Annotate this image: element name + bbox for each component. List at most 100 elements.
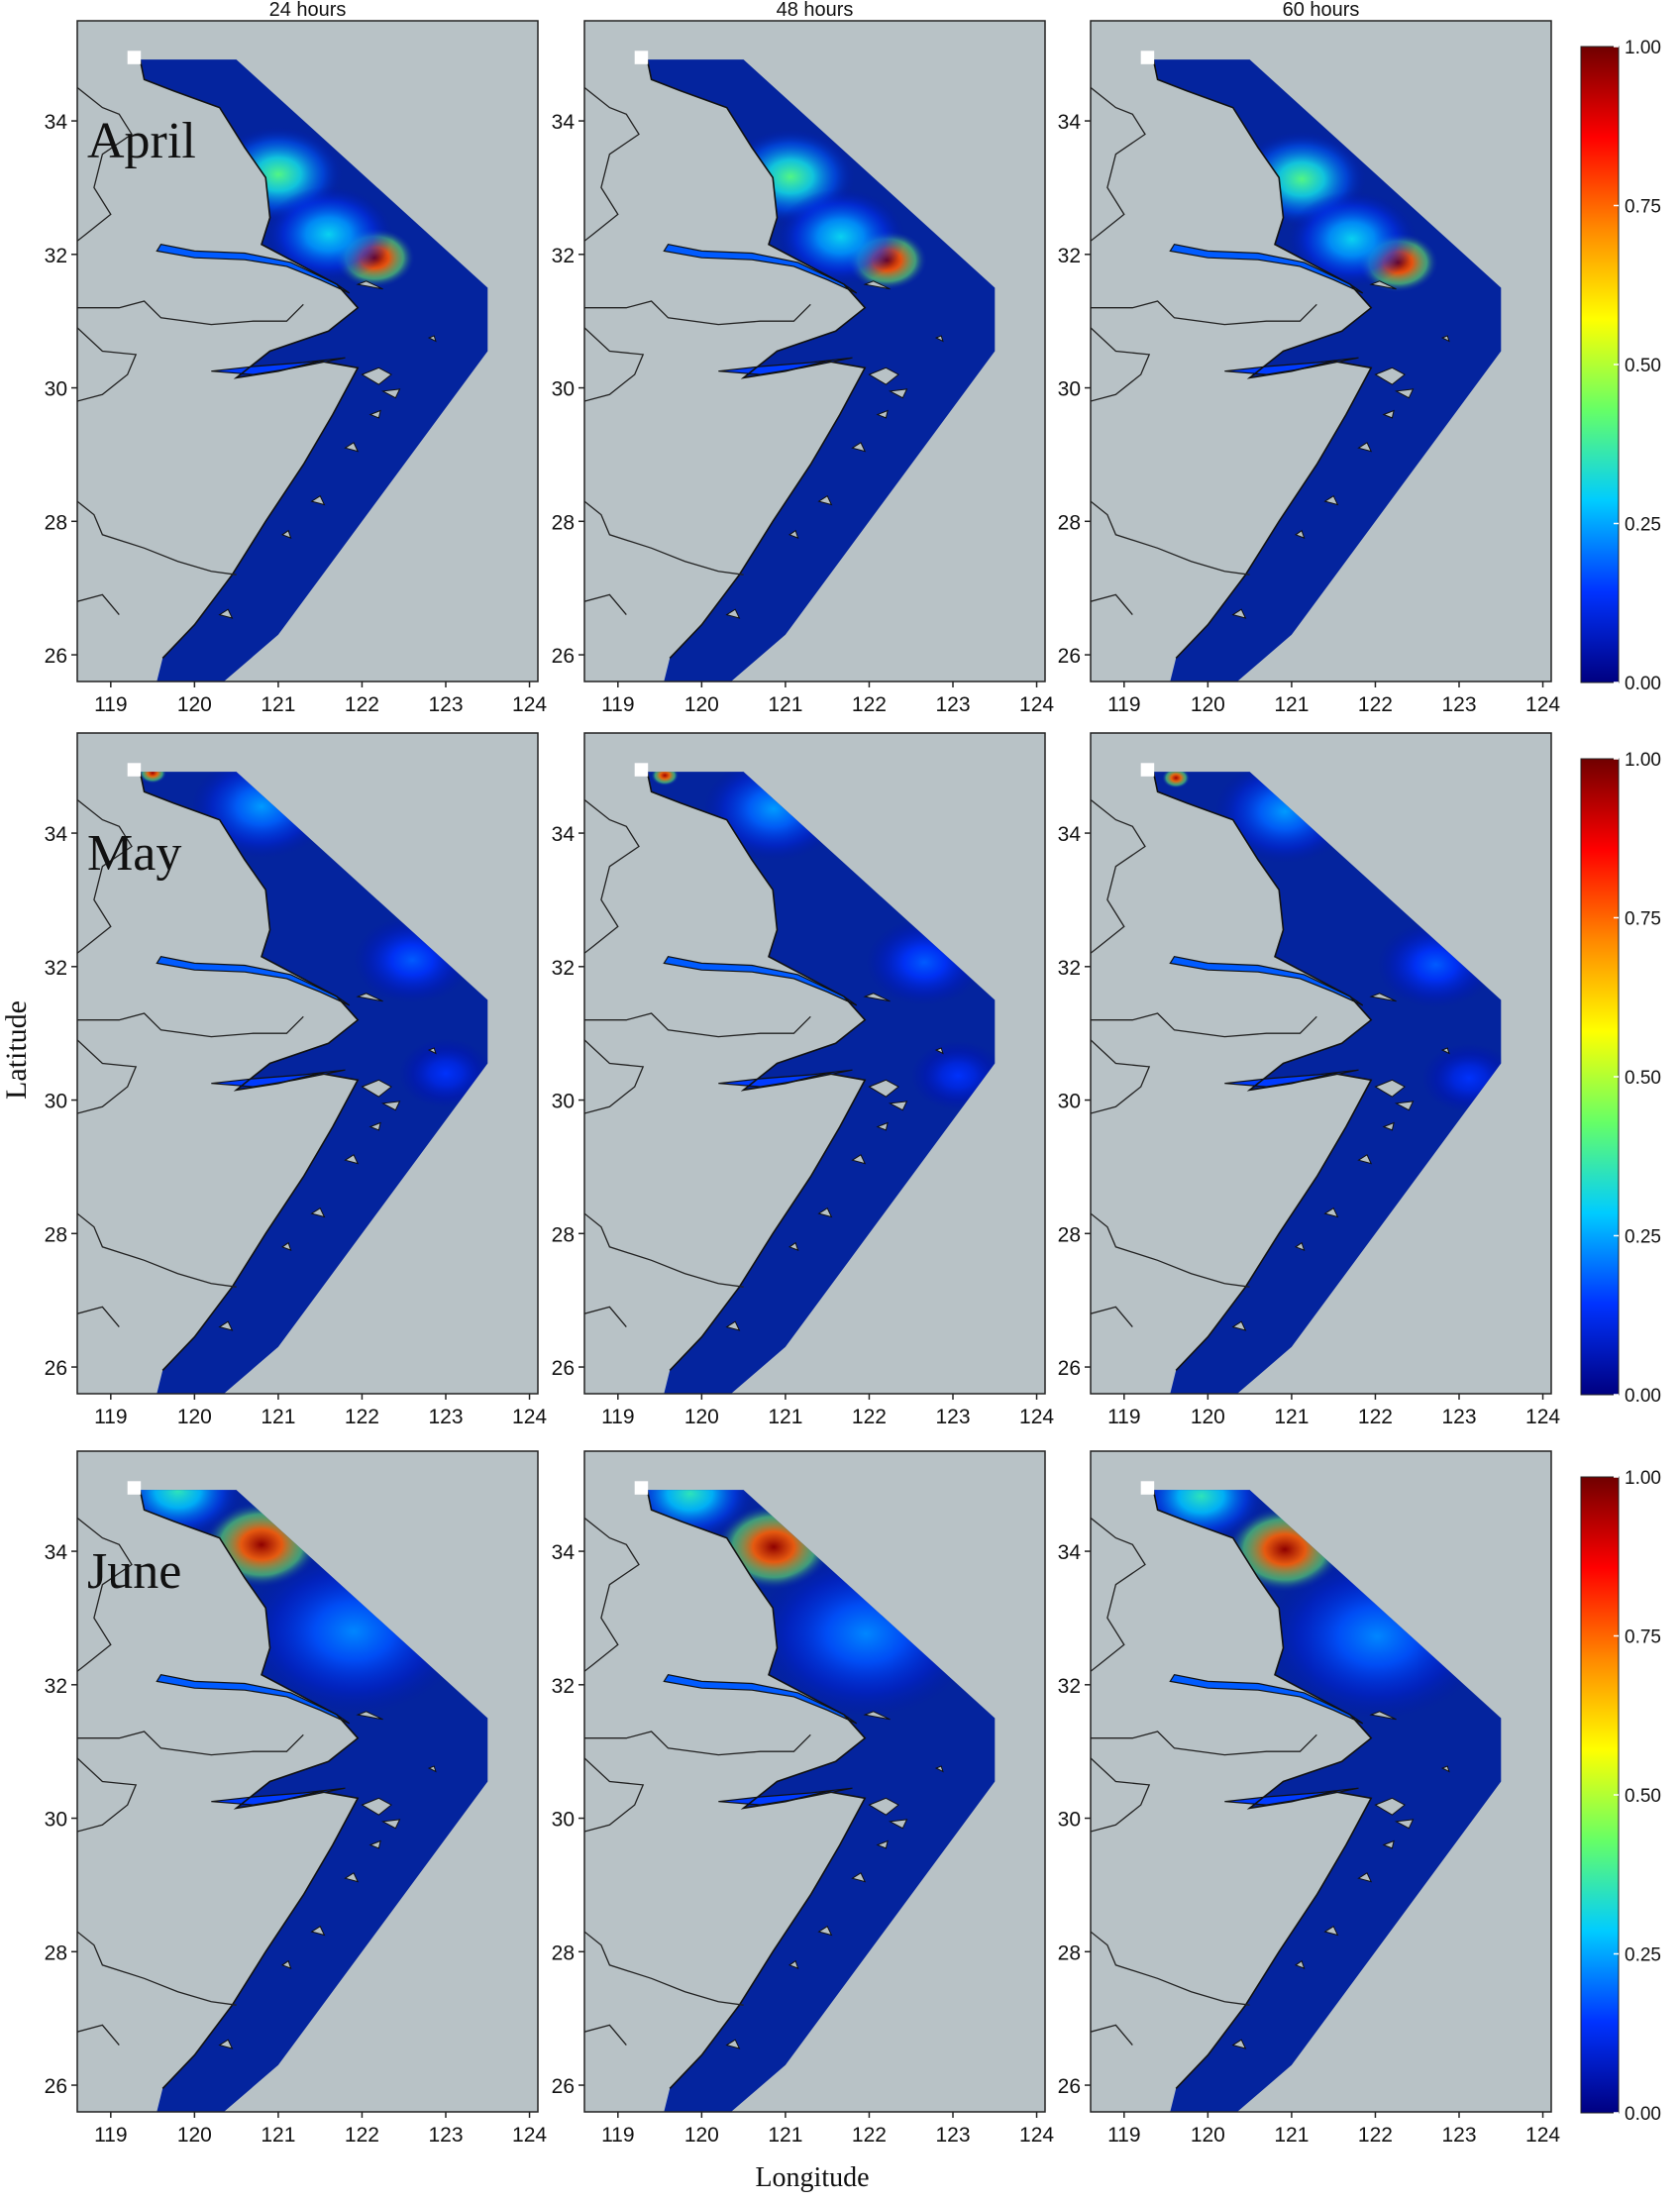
province-border (77, 500, 237, 576)
province-border (1091, 500, 1250, 576)
island (310, 1206, 326, 1218)
province-border (1091, 86, 1146, 242)
yangtze-estuary (156, 956, 351, 1006)
province-border (1091, 593, 1133, 616)
y-tick-label: 32 (1058, 957, 1081, 980)
colorbar-tick-label: 0.00 (1625, 2104, 1661, 2125)
x-tick-label: 124 (512, 2124, 547, 2147)
x-tick-label: 119 (601, 2124, 634, 2147)
island (344, 1872, 360, 1883)
x-tick-label: 122 (852, 693, 887, 716)
island (1357, 1154, 1373, 1165)
x-tick-label: 123 (1441, 693, 1476, 716)
panel-frame (1090, 20, 1552, 682)
province-border (77, 1012, 304, 1038)
island (817, 1206, 833, 1218)
map-notch (127, 1481, 142, 1495)
island (281, 529, 292, 539)
y-tick-label: 30 (552, 1809, 575, 1832)
island (1440, 335, 1450, 343)
yangtze-estuary (156, 244, 351, 294)
y-tick-label: 34 (552, 1541, 576, 1564)
island (361, 1797, 392, 1816)
y-tick-label: 28 (45, 1941, 67, 1964)
island (1369, 1711, 1397, 1721)
y-tick-label: 30 (552, 1091, 575, 1113)
y-tick-label: 28 (1058, 1223, 1081, 1246)
y-tick-label: 28 (552, 1223, 575, 1246)
y-tick-label: 32 (552, 957, 575, 980)
province-border (584, 86, 640, 242)
island (1382, 1121, 1395, 1131)
panel-frame (583, 1450, 1046, 2113)
sea-area (647, 59, 996, 682)
x-tick-label: 123 (428, 2124, 463, 2147)
y-tick-label: 32 (1058, 1675, 1081, 1698)
province-border (1091, 1731, 1317, 1756)
x-tick-label: 121 (261, 2124, 295, 2147)
colorbar-tick-label: 0.25 (1625, 1945, 1661, 1966)
island (1323, 1206, 1339, 1218)
panel-frame (583, 20, 1046, 682)
y-tick-label: 32 (552, 1675, 575, 1698)
x-tick-label: 121 (261, 1406, 295, 1428)
yangtze-estuary (663, 244, 858, 294)
island (1440, 1765, 1450, 1773)
panel-frame (583, 732, 1046, 1395)
x-tick-label: 120 (1191, 693, 1225, 716)
province-border (1091, 300, 1317, 326)
x-tick-label: 122 (1358, 693, 1393, 716)
y-tick-label: 30 (45, 378, 67, 401)
island (1323, 1925, 1339, 1937)
island (725, 2039, 741, 2049)
island (868, 367, 899, 385)
island (380, 388, 401, 399)
x-tick-label: 124 (1525, 2124, 1560, 2147)
island (934, 1765, 944, 1773)
yangtze-estuary (1169, 244, 1364, 294)
island (863, 993, 891, 1002)
province-border (584, 1731, 811, 1756)
panel-frame (76, 20, 539, 682)
x-tick-label: 119 (601, 693, 634, 716)
month-label: May (87, 825, 181, 882)
y-tick-label: 34 (45, 111, 68, 134)
yangtze-estuary (1169, 956, 1364, 1006)
island (380, 1819, 401, 1830)
map-panel-june-2: 26 28 30 32 34 119 120 121 122 123 124 (552, 1450, 1054, 2147)
y-tick-label: 28 (45, 1223, 67, 1246)
x-tick-label: 122 (345, 693, 379, 716)
panel-frame (76, 1450, 539, 2113)
x-tick-label: 120 (684, 1406, 719, 1428)
y-tick-label: 26 (552, 1357, 575, 1380)
x-tick-label: 119 (94, 693, 127, 716)
island (361, 367, 392, 385)
province-border (77, 300, 304, 326)
y-tick-label: 32 (45, 957, 67, 980)
x-tick-label: 121 (768, 693, 802, 716)
map-notch (634, 763, 649, 777)
map-panel-april-3: 26 28 30 32 34 119 120 121 122 123 124 60 hours (1058, 0, 1561, 716)
island (1231, 608, 1247, 619)
probability-hotspot (651, 772, 680, 787)
province-border (1091, 1931, 1250, 2006)
island (725, 608, 741, 619)
colorbar-tick-label: 0.75 (1625, 1627, 1661, 1648)
x-tick-label: 120 (177, 1406, 212, 1428)
y-tick-label: 34 (45, 1541, 68, 1564)
y-tick-label: 30 (45, 1809, 67, 1832)
island (876, 1121, 889, 1131)
island (1440, 1047, 1450, 1055)
x-tick-label: 120 (177, 693, 212, 716)
island (868, 1797, 899, 1816)
map-panel-may-1: 26 28 30 32 34 119 120 121 122 123 124 May (45, 732, 547, 1428)
colorbar-gradient (1580, 758, 1620, 1396)
province-border (584, 300, 811, 326)
island (356, 280, 383, 290)
coastline (1152, 1489, 1373, 2089)
map-panels: 26 28 30 32 34 119 120 121 122 123 124 24 hours Apri… (45, 0, 1561, 2147)
island (1357, 442, 1373, 453)
province-border (77, 1039, 138, 1114)
map-panel-april-2: 26 28 30 32 34 119 120 121 122 123 124 48 hours (552, 0, 1055, 716)
x-tick-label: 119 (601, 1406, 634, 1428)
